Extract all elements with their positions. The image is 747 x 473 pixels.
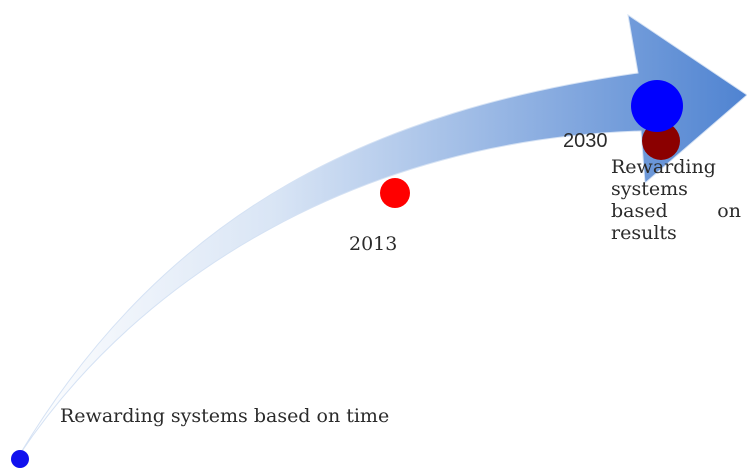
milestone-dot-2030-dark-red xyxy=(642,122,680,160)
end-label: Rewarding systems based on results xyxy=(611,156,741,244)
milestone-dot-2030-blue xyxy=(631,80,683,132)
milestone-2030-label: 2030 xyxy=(563,130,608,152)
milestone-2013-label: 2013 xyxy=(349,233,398,255)
curved-arrow xyxy=(19,13,747,455)
start-label: Rewarding systems based on time xyxy=(60,405,390,427)
start-dot xyxy=(11,450,29,468)
milestone-dot-2013 xyxy=(380,178,410,208)
